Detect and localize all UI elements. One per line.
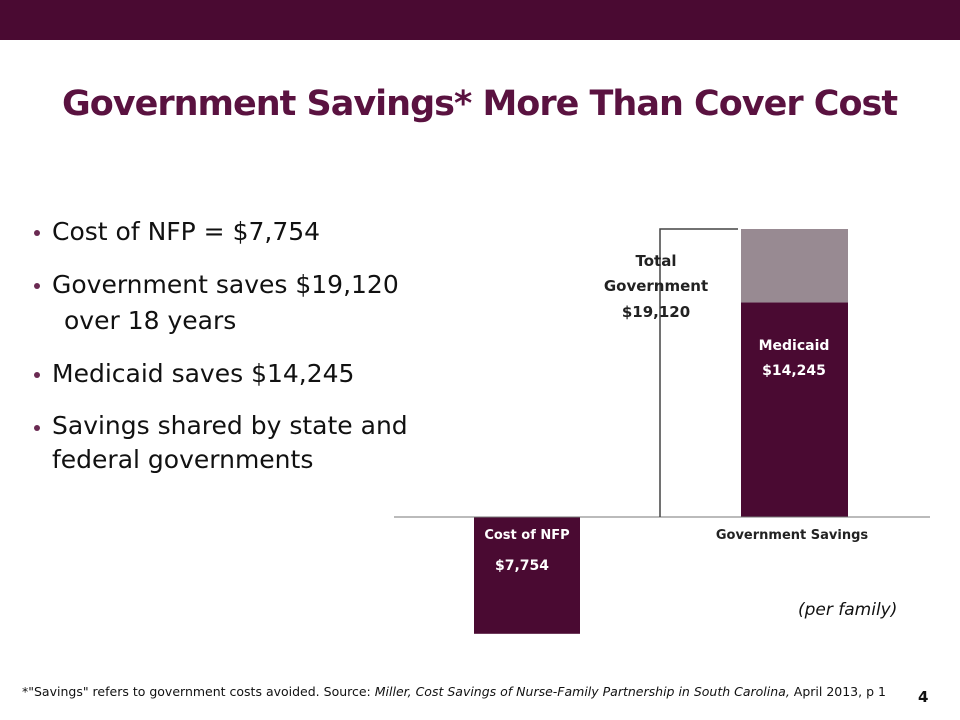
footnote: *"Savings" refers to government costs av… bbox=[22, 684, 886, 699]
bullet-dot-icon bbox=[34, 230, 40, 236]
bullet-item: Savings shared by state and federal gove… bbox=[34, 409, 474, 477]
value-label-cost: $7,754 bbox=[495, 558, 549, 574]
value-label-total-government: Government bbox=[604, 277, 708, 295]
value-label-medicaid-amount: $14,245 bbox=[762, 363, 826, 379]
slide-title: Government Savings* More Than Cover Cost bbox=[62, 84, 898, 124]
category-label-cost: Cost of NFP bbox=[484, 528, 569, 543]
value-label-total-amount: $19,120 bbox=[622, 303, 690, 321]
bullet-continuation: over 18 years bbox=[64, 306, 237, 335]
per-family-note: (per family) bbox=[798, 600, 898, 620]
total-bracket bbox=[659, 228, 738, 517]
page-number: 4 bbox=[918, 688, 929, 706]
bullet-dot-icon bbox=[34, 425, 40, 431]
bar-other-government bbox=[741, 229, 848, 303]
bullet-item: Government saves $19,120 bbox=[34, 267, 474, 303]
bullet-item: Cost of NFP = $7,754 bbox=[34, 214, 474, 250]
bullet-dot-icon bbox=[34, 283, 40, 289]
top-banner bbox=[0, 0, 960, 40]
bullet-list: Cost of NFP = $7,754 Government saves $1… bbox=[34, 214, 474, 494]
value-label-total-word: Total bbox=[636, 252, 677, 270]
bar-medicaid bbox=[741, 302, 848, 517]
category-label-savings: Government Savings bbox=[716, 528, 869, 543]
bullet-item: Medicaid saves $14,245 bbox=[34, 356, 474, 392]
bar-cost-of-nfp bbox=[474, 517, 580, 634]
value-label-medicaid-name: Medicaid bbox=[759, 338, 830, 354]
bullet-dot-icon bbox=[34, 372, 40, 378]
